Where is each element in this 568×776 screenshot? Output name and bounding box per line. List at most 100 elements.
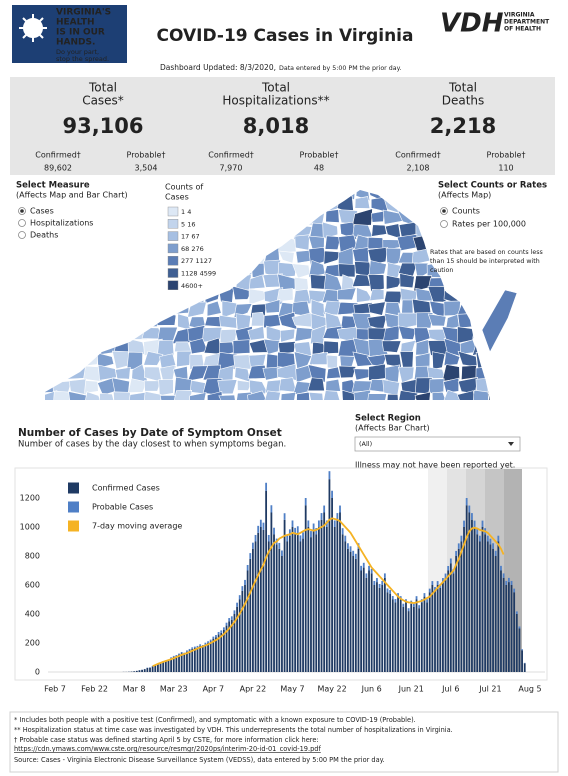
bar	[249, 558, 252, 672]
radio-label[interactable]: Hospitalizations	[30, 219, 93, 228]
bar	[217, 631, 220, 635]
radio-label[interactable]: Deaths	[30, 231, 58, 240]
bar	[439, 587, 442, 672]
county	[248, 234, 269, 251]
bar	[209, 639, 212, 642]
county	[369, 289, 385, 302]
stat-value: 8,018	[243, 114, 309, 138]
bar	[373, 580, 376, 585]
radio-label[interactable]: Counts	[452, 207, 480, 216]
bar	[376, 582, 378, 672]
bar	[478, 541, 481, 672]
county	[112, 233, 131, 254]
bar	[180, 653, 183, 672]
bar	[370, 573, 373, 672]
bar	[283, 519, 286, 672]
county	[278, 196, 298, 214]
county	[472, 298, 490, 318]
bar	[333, 520, 336, 527]
county	[81, 234, 103, 253]
bar	[431, 581, 434, 585]
county	[326, 354, 338, 369]
control-subtitle: (Affects Map and Bar Chart)	[16, 191, 128, 200]
confirmed-value: 2,108	[407, 164, 430, 173]
bar	[265, 482, 268, 491]
bar	[323, 512, 326, 672]
region-dropdown[interactable]	[354, 436, 521, 452]
x-tick-label: Apr 7	[203, 685, 224, 694]
bar	[492, 548, 494, 672]
bar	[455, 556, 458, 672]
bar	[513, 588, 516, 593]
county	[371, 210, 385, 223]
legend-label: Probable Cases	[92, 503, 153, 512]
county	[382, 325, 400, 343]
footnote: Source: Cases - Virginia Electronic Dise…	[14, 756, 385, 764]
legend-swatch	[167, 231, 179, 241]
county	[248, 288, 267, 306]
bar	[228, 621, 231, 672]
county	[461, 365, 478, 381]
bar	[378, 587, 381, 672]
county	[45, 247, 59, 262]
bar	[170, 657, 173, 659]
legend-label: 277 1127	[181, 257, 212, 265]
county-map	[45, 190, 490, 400]
bar	[291, 520, 294, 527]
bar	[233, 610, 236, 614]
bar	[157, 664, 159, 672]
dropdown-value[interactable]: (All)	[359, 440, 372, 448]
county	[114, 366, 131, 380]
county	[142, 208, 161, 228]
bar	[473, 527, 476, 672]
bar	[428, 588, 431, 593]
county	[51, 312, 70, 332]
bar	[449, 558, 452, 564]
bar	[344, 541, 347, 672]
bar	[365, 573, 368, 578]
legend-swatch	[167, 280, 179, 290]
legend-swatch	[167, 243, 179, 254]
legend-swatch	[68, 501, 79, 513]
county	[296, 391, 311, 400]
radio-label[interactable]: Cases	[30, 207, 54, 216]
county	[145, 246, 161, 264]
bar	[386, 588, 389, 593]
county	[382, 379, 400, 396]
radio[interactable]	[18, 219, 26, 227]
bar	[257, 525, 260, 533]
control-title: Select Measure	[16, 181, 90, 191]
county	[143, 194, 160, 213]
agency-line: VIRGINIA	[504, 12, 535, 19]
bar	[186, 651, 188, 672]
bar	[296, 532, 299, 672]
bar	[146, 667, 149, 672]
county	[381, 340, 402, 353]
probable-label: Probable†	[127, 151, 166, 160]
bar	[167, 660, 170, 672]
control-title: Select Region	[355, 414, 421, 424]
county	[52, 289, 74, 305]
bar	[320, 519, 323, 672]
county	[45, 286, 57, 305]
county	[130, 221, 145, 240]
county	[411, 248, 431, 266]
bar	[505, 580, 508, 585]
bar	[418, 605, 421, 609]
bar	[220, 632, 223, 672]
county	[115, 311, 131, 329]
stat-value: 2,218	[430, 114, 496, 138]
bar	[410, 603, 413, 672]
radio[interactable]	[440, 220, 448, 228]
bar	[463, 527, 465, 672]
radio-label[interactable]: Rates per 100,000	[452, 220, 526, 229]
radio[interactable]	[18, 231, 26, 239]
county	[67, 324, 88, 343]
county	[384, 223, 402, 240]
bar	[294, 534, 297, 672]
footnote-link[interactable]: https://cdn.ymaws.com/www.cste.org/resou…	[14, 745, 321, 753]
county	[187, 301, 207, 318]
bar	[281, 550, 283, 556]
probable-value: 3,504	[135, 164, 158, 173]
bar	[412, 603, 415, 607]
